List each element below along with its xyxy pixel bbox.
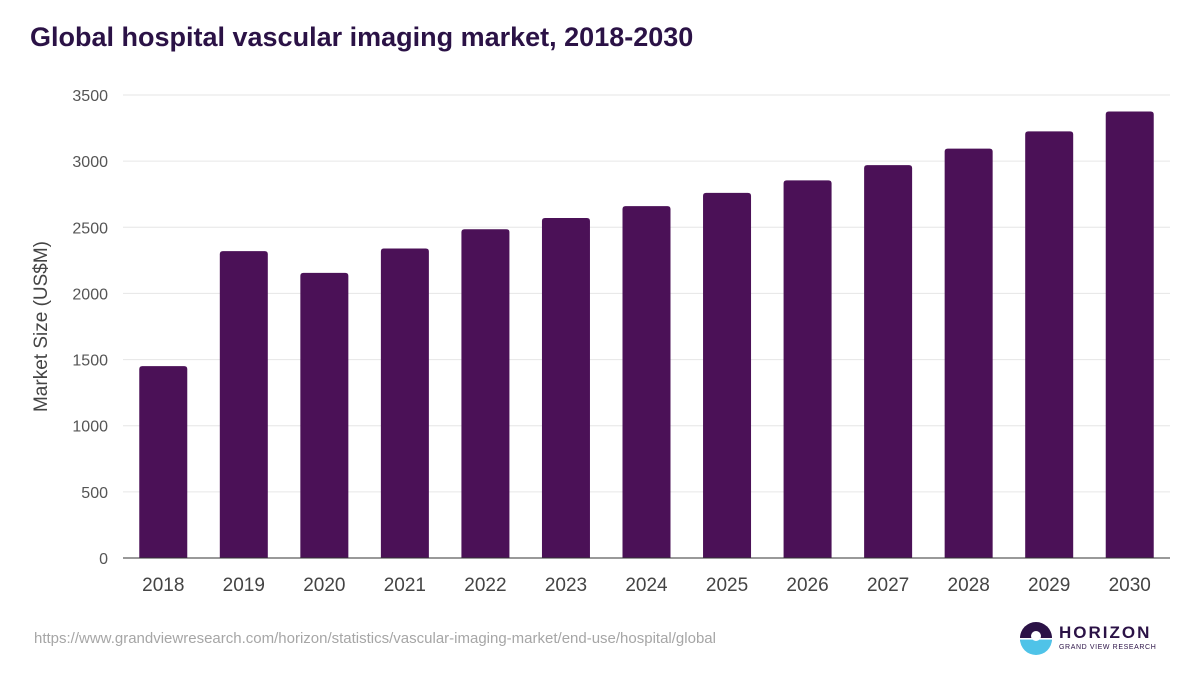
y-tick-label: 500 [81,485,108,502]
y-tick-label: 2500 [72,220,108,237]
x-tick-label: 2021 [384,575,426,596]
x-tick-label: 2025 [706,575,748,596]
bar-2018 [139,366,188,558]
x-tick-label: 2020 [303,575,345,596]
x-tick-label: 2022 [464,575,506,596]
x-tick-label: 2026 [786,575,828,596]
x-tick-label: 2028 [948,575,990,596]
bars [139,111,1154,559]
x-tick-label: 2023 [545,575,587,596]
x-tick-label: 2030 [1109,575,1151,596]
bar-2029 [1025,131,1074,558]
bar-2021 [380,248,429,559]
bar-2019 [219,251,268,558]
x-tick-label: 2029 [1028,575,1070,596]
bar-2028 [944,148,993,558]
bar-2023 [541,218,590,559]
bar-2026 [783,180,832,558]
bar-2020 [300,272,349,558]
brand-name: HORIZON [1059,623,1152,642]
axes: 0 500 1000 1500 2000 2500 3000 3500 2018 2019 2020… [72,88,1170,596]
x-tick-label: 2019 [223,575,265,596]
y-tick-label: 2000 [72,286,108,303]
source-url[interactable]: https://www.grandviewresearch.com/horizo… [34,630,716,647]
y-tick-label: 0 [99,551,108,568]
x-tick-label: 2027 [867,575,909,596]
bar-2022 [461,229,510,558]
y-tick-label: 3000 [72,154,108,171]
x-tick-label: 2018 [142,575,184,596]
bar-2024 [622,206,671,558]
horizon-logo-icon [1020,622,1052,655]
bar-2027 [864,165,913,558]
chart-title: Global hospital vascular imaging market,… [30,22,694,52]
y-tick-label: 1000 [72,419,108,436]
y-tick-label: 1500 [72,353,108,370]
brand-subtitle: GRAND VIEW RESEARCH [1059,644,1157,651]
bar-chart: 0 500 1000 1500 2000 2500 3000 3500 2018 2019 2020… [31,88,1170,596]
x-tick-label: 2024 [625,575,668,596]
y-tick-label: 3500 [72,88,108,105]
y-axis-label: Market Size (US$M) [31,241,52,412]
brand-logo[interactable]: HORIZON GRAND VIEW RESEARCH [1019,621,1156,655]
bar-2030 [1105,111,1154,559]
bar-2025 [703,192,752,559]
